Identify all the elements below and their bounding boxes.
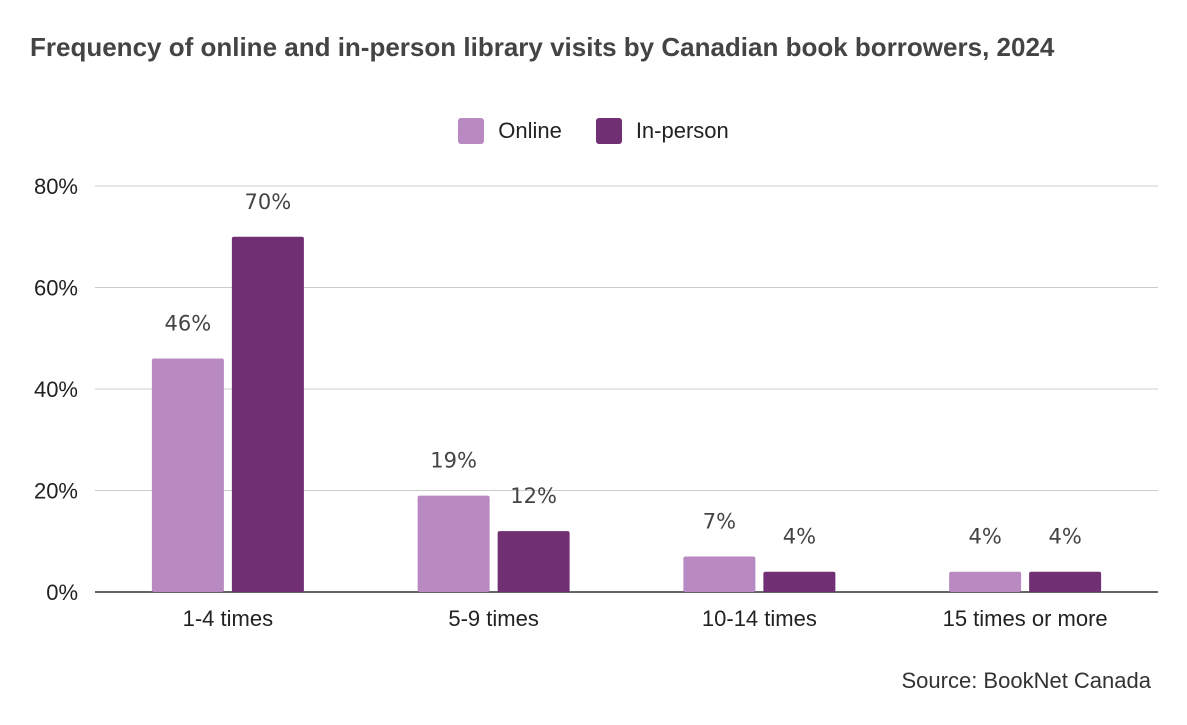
chart-legend: Online In-person xyxy=(0,118,1187,144)
data-label: 4% xyxy=(968,525,1001,549)
legend-item-online: Online xyxy=(458,118,562,144)
bar xyxy=(497,531,570,592)
bar xyxy=(1029,571,1102,592)
bar xyxy=(417,495,490,592)
bar xyxy=(231,236,304,592)
data-label: 19% xyxy=(430,449,477,473)
legend-swatch-online xyxy=(458,118,485,144)
legend-label-online: Online xyxy=(498,118,562,143)
data-label: 7% xyxy=(703,509,736,533)
data-label: 46% xyxy=(165,312,212,336)
x-tick-label: 10-14 times xyxy=(702,606,817,631)
bar xyxy=(683,556,756,592)
source-note: Source: BookNet Canada xyxy=(901,668,1152,693)
x-tick-label: 15 times or more xyxy=(943,606,1108,631)
data-label: 12% xyxy=(510,484,557,508)
bar xyxy=(151,358,224,592)
x-tick-label: 5-9 times xyxy=(448,606,538,631)
x-tick-label: 1-4 times xyxy=(183,606,273,631)
legend-label-in-person: In-person xyxy=(635,118,729,143)
chart-title: Frequency of online and in-person librar… xyxy=(30,32,1055,62)
bar xyxy=(949,571,1022,592)
y-tick-label: 40% xyxy=(34,377,78,402)
data-label: 4% xyxy=(1048,525,1081,549)
bar xyxy=(763,571,836,592)
y-tick-label: 80% xyxy=(34,174,78,199)
data-label: 4% xyxy=(783,525,816,549)
data-label: 70% xyxy=(245,190,292,214)
legend-swatch-in-person xyxy=(595,118,622,144)
legend-item-in-person: In-person xyxy=(595,118,729,144)
y-tick-label: 20% xyxy=(34,479,78,504)
y-tick-label: 0% xyxy=(46,580,78,605)
y-tick-label: 60% xyxy=(34,276,78,301)
